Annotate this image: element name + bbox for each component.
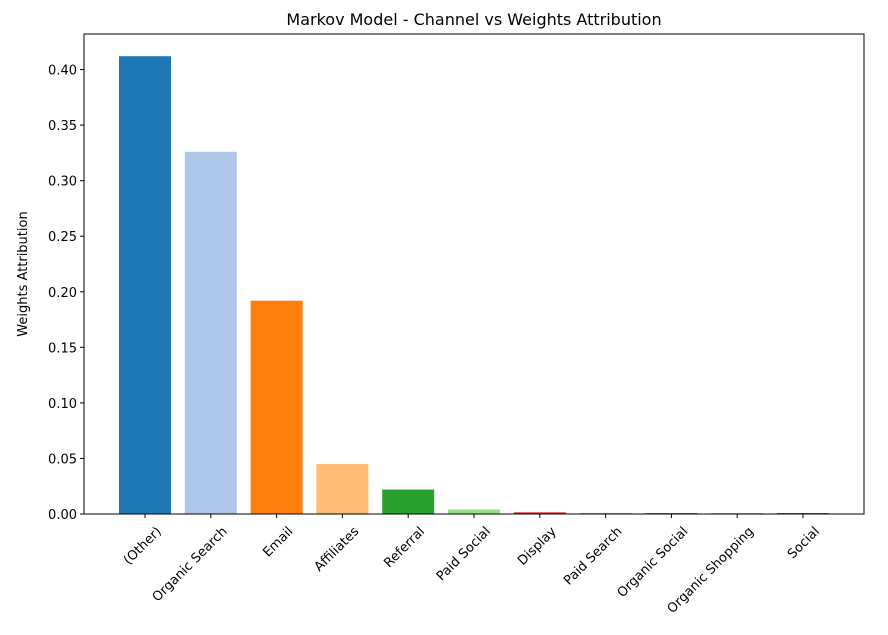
y-tick-label: 0.20 (48, 286, 77, 301)
bars-group (119, 56, 829, 514)
bar-organic-search (184, 151, 237, 514)
chart-title: Markov Model - Channel vs Weights Attrib… (286, 10, 661, 29)
bar-other (119, 56, 171, 514)
x-axis: (Other)Organic Search Email Affiliates Refe… (121, 514, 823, 617)
y-tick-label: 0.35 (48, 119, 77, 134)
bar-paid-search (579, 512, 632, 514)
y-axis: 0.00 0.05 0.10 0.15 0.20 0.25 0.30 0.35 0.40 (48, 64, 84, 523)
y-tick-label: 0.30 (48, 175, 77, 190)
x-tick-label: Affiliates (312, 524, 363, 575)
y-tick-label: 0.15 (48, 341, 77, 356)
bar-display (513, 512, 566, 514)
bar-referral (382, 489, 435, 514)
x-tick-label: Display (515, 524, 560, 569)
y-axis-label: Weights Attribution (16, 211, 31, 336)
x-tick-label: (Other) (121, 524, 165, 568)
y-tick-label: 0.40 (48, 64, 77, 79)
x-tick-label: Organic Social (615, 524, 692, 601)
bar-paid-social (448, 509, 500, 514)
x-tick-label: Paid Search (561, 524, 625, 588)
x-tick-label: Email (260, 524, 296, 560)
x-tick-label: Referral (381, 524, 428, 571)
bar-email (250, 300, 303, 514)
y-tick-label: 0.00 (48, 508, 77, 523)
x-tick-label: Social (785, 524, 823, 562)
bar-affiliates (316, 464, 369, 514)
y-tick-label: 0.10 (48, 397, 77, 412)
y-tick-label: 0.05 (48, 452, 77, 467)
plot-frame (83, 33, 865, 515)
x-tick-label: Paid Social (434, 524, 494, 584)
y-tick-label: 0.25 (48, 230, 77, 245)
